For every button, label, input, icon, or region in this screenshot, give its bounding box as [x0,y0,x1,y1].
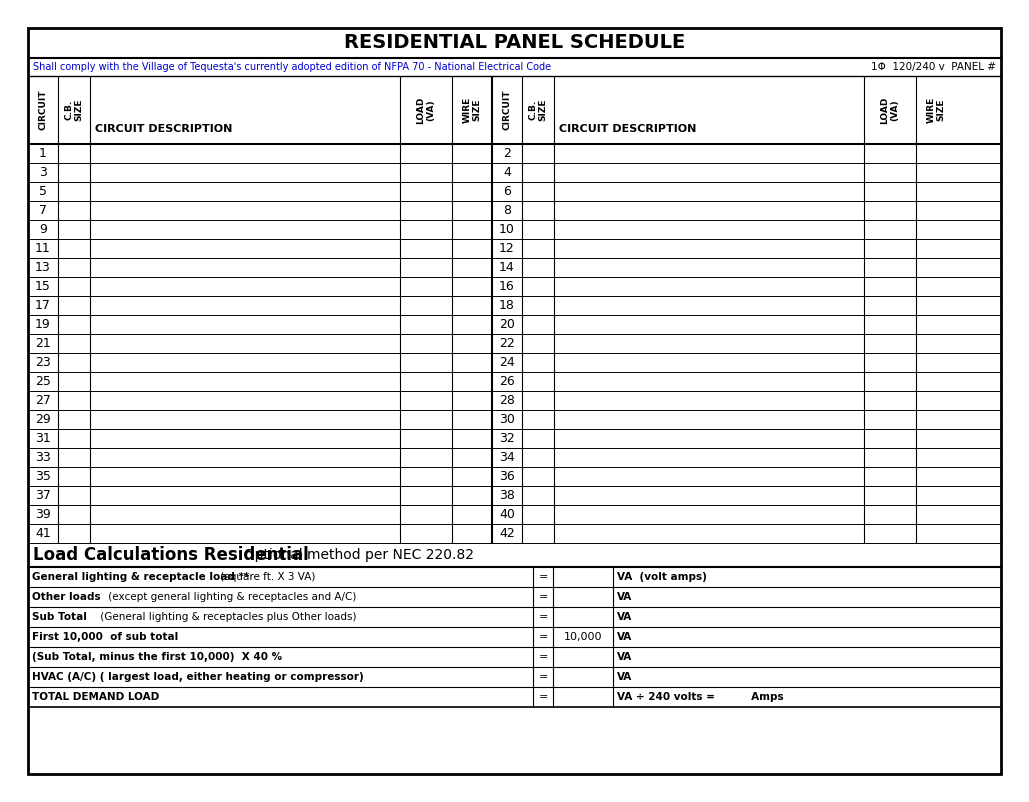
Text: TOTAL DEMAND LOAD: TOTAL DEMAND LOAD [32,692,159,702]
Text: 4: 4 [503,166,511,179]
Text: 26: 26 [499,375,514,388]
Text: 1Φ  120/240 v  PANEL #: 1Φ 120/240 v PANEL # [871,62,996,72]
Text: CIRCUIT: CIRCUIT [502,90,511,130]
Text: 41: 41 [35,527,50,540]
Text: (except general lighting & receptacles and A/C): (except general lighting & receptacles a… [79,592,357,602]
Text: 33: 33 [35,451,50,464]
Text: 10: 10 [499,223,514,236]
Text: =: = [538,572,547,582]
Text: CIRCUIT: CIRCUIT [38,90,47,130]
Text: 39: 39 [35,508,50,521]
Text: 29: 29 [35,413,50,426]
Text: 23: 23 [35,356,50,369]
Text: 15: 15 [35,280,51,293]
Text: General lighting & receptacle load **: General lighting & receptacle load ** [32,572,249,582]
Text: =: = [538,612,547,622]
Text: LOAD
(VA): LOAD (VA) [880,96,899,124]
Text: Load Calculations Residential: Load Calculations Residential [33,546,309,564]
Text: First 10,000  of sub total: First 10,000 of sub total [32,632,178,642]
Text: 34: 34 [499,451,514,464]
Text: C.B.
SIZE: C.B. SIZE [64,99,83,121]
Text: Other loads: Other loads [32,592,101,602]
Text: =: = [538,592,547,602]
Text: VA: VA [617,652,632,662]
Text: 2: 2 [503,147,511,160]
Text: CIRCUIT DESCRIPTION: CIRCUIT DESCRIPTION [95,124,233,134]
Text: 10,000: 10,000 [564,632,602,642]
Text: =: = [538,692,547,702]
Text: 16: 16 [499,280,514,293]
Text: VA ÷ 240 volts =          Amps: VA ÷ 240 volts = Amps [617,692,784,702]
Text: 6: 6 [503,185,511,198]
Text: 24: 24 [499,356,514,369]
Text: 7: 7 [39,204,47,217]
Text: 14: 14 [499,261,514,274]
Text: 19: 19 [35,318,50,331]
Text: VA: VA [617,632,632,642]
Text: 9: 9 [39,223,47,236]
Text: 28: 28 [499,394,514,407]
Text: VA: VA [617,672,632,682]
Text: 32: 32 [499,432,514,445]
Text: 36: 36 [499,470,514,483]
Text: CIRCUIT DESCRIPTION: CIRCUIT DESCRIPTION [559,124,697,134]
Text: (Sub Total, minus the first 10,000)  X 40 %: (Sub Total, minus the first 10,000) X 40… [32,652,282,662]
Text: VA: VA [617,592,632,602]
Text: VA  (volt amps): VA (volt amps) [617,572,707,582]
Text: 30: 30 [499,413,514,426]
Text: Optional method per NEC 220.82: Optional method per NEC 220.82 [235,548,474,562]
Text: =: = [538,632,547,642]
Text: 11: 11 [35,242,50,255]
Text: 12: 12 [499,242,514,255]
Text: 38: 38 [499,489,514,502]
Text: 3: 3 [39,166,47,179]
Text: WIRE
SIZE: WIRE SIZE [926,97,946,124]
Text: 8: 8 [503,204,511,217]
Text: 20: 20 [499,318,514,331]
Text: 35: 35 [35,470,51,483]
Text: LOAD
(VA): LOAD (VA) [417,96,435,124]
Text: 21: 21 [35,337,50,350]
Text: Sub Total: Sub Total [32,612,86,622]
Text: =: = [538,672,547,682]
Text: HVAC (A/C) ( largest load, either heating or compressor): HVAC (A/C) ( largest load, either heatin… [32,672,363,682]
Text: 25: 25 [35,375,51,388]
Text: 40: 40 [499,508,514,521]
Text: 18: 18 [499,299,514,312]
Text: 5: 5 [39,185,47,198]
Text: (General lighting & receptacles plus Other loads): (General lighting & receptacles plus Oth… [71,612,356,622]
Text: 22: 22 [499,337,514,350]
Text: RESIDENTIAL PANEL SCHEDULE: RESIDENTIAL PANEL SCHEDULE [344,34,685,52]
Text: 27: 27 [35,394,51,407]
Text: 42: 42 [499,527,514,540]
Text: 1: 1 [39,147,47,160]
Text: (square ft. X 3 VA): (square ft. X 3 VA) [191,572,316,582]
Text: =: = [538,652,547,662]
Text: VA: VA [617,612,632,622]
Text: 13: 13 [35,261,50,274]
Text: 37: 37 [35,489,51,502]
Text: WIRE
SIZE: WIRE SIZE [462,97,482,124]
Text: 17: 17 [35,299,51,312]
Text: 31: 31 [35,432,50,445]
Text: C.B.
SIZE: C.B. SIZE [528,99,547,121]
Text: Shall comply with the Village of Tequesta's currently adopted edition of NFPA 70: Shall comply with the Village of Tequest… [33,62,552,72]
